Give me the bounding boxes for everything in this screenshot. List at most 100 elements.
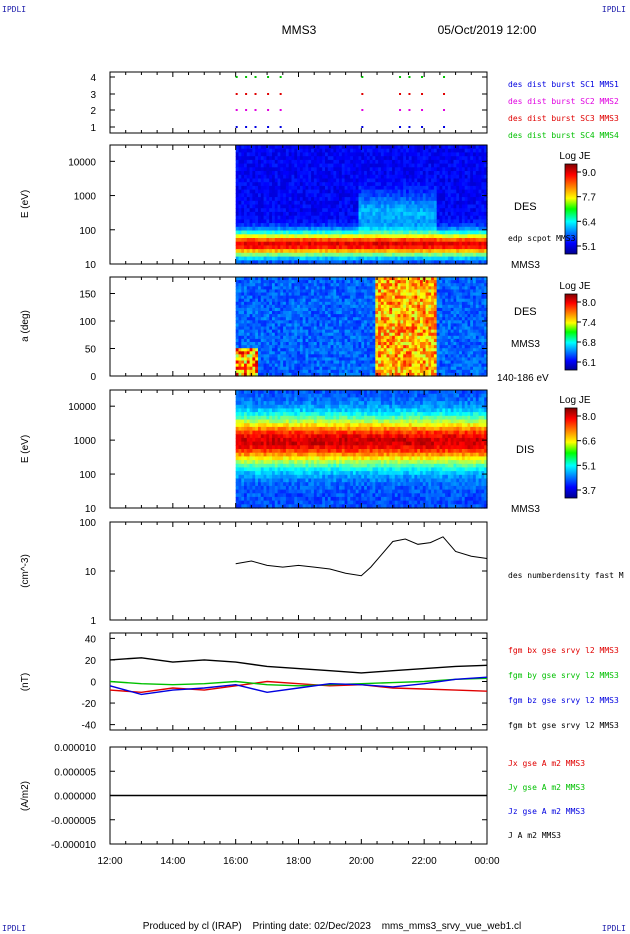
spectrogram-cell: [285, 256, 290, 261]
spectrogram-cell: [299, 342, 304, 346]
spectrogram-cell: [400, 338, 404, 343]
spectrogram-cell: [308, 256, 312, 261]
spectrogram-cell: [358, 286, 362, 290]
spectrogram-cell: [470, 219, 474, 224]
spectrogram-cell: [291, 357, 295, 362]
spectrogram-cell: [266, 369, 270, 374]
spectrogram-cell: [266, 211, 270, 217]
spectrogram-cell: [299, 277, 304, 281]
spectrogram-cell: [361, 338, 365, 343]
spectrogram-cell: [274, 283, 279, 287]
spectrogram-cell: [369, 200, 374, 206]
spectrogram-cell: [475, 148, 480, 153]
spectrogram-cell: [308, 311, 312, 315]
spectrogram-cell: [280, 185, 284, 191]
spectrogram-cell: [339, 241, 343, 246]
spectrogram-cell: [375, 211, 379, 217]
spectrogram-cell: [302, 369, 307, 374]
spectrogram-cell: [411, 185, 415, 191]
spectrogram-cell: [439, 148, 443, 153]
spectrogram-cell: [350, 354, 354, 358]
spectrogram-cell: [355, 345, 360, 349]
spectrogram-cell: [294, 354, 298, 358]
spectrogram-cell: [436, 152, 441, 157]
spectrogram-cell: [456, 226, 460, 232]
spectrogram-cell: [339, 360, 343, 365]
spectrogram-cell: [266, 208, 270, 213]
spectrogram-cell: [414, 226, 418, 232]
spectrogram-cell: [299, 360, 304, 365]
spectrogram-cell: [400, 314, 404, 318]
spectrogram-cell: [255, 156, 259, 161]
spectrogram-cell: [302, 234, 307, 239]
spectrogram-cell: [344, 182, 348, 187]
spectrogram-cell: [358, 326, 362, 331]
spectrogram-cell: [294, 286, 298, 290]
spectrogram-cell: [305, 292, 309, 297]
spectrogram-cell: [305, 283, 309, 287]
spectrogram-cell: [330, 335, 334, 340]
spectrogram-cell: [392, 329, 396, 334]
spectrogram-cell: [269, 197, 273, 202]
spectrogram-cell: [305, 298, 309, 303]
spectrogram-cell: [411, 178, 415, 183]
spectrogram-cell: [297, 185, 301, 191]
spectrogram-cell: [252, 329, 256, 334]
spectrogram-cell: [389, 348, 393, 352]
spectrogram-cell: [327, 256, 332, 261]
spectrogram-cell: [322, 215, 326, 220]
spectrogram-cell: [244, 283, 248, 287]
spectrogram-cell: [375, 230, 379, 235]
spectrogram-cell: [238, 249, 242, 254]
spectrogram-cell: [288, 332, 293, 337]
spectrogram-cell: [330, 167, 334, 172]
spectrogram-cell: [361, 314, 365, 318]
spectrogram-cell: [392, 167, 396, 172]
spectrogram-cell: [241, 307, 245, 312]
spectrogram-cell: [308, 357, 312, 362]
spectrogram-cell: [330, 292, 334, 297]
spectrogram-cell: [347, 167, 351, 172]
spectrogram-cell: [428, 230, 432, 235]
spectrogram-cell: [327, 245, 332, 250]
spectrogram-cell: [425, 189, 429, 194]
spectrogram-cell: [464, 238, 469, 243]
spectrogram-cell: [277, 357, 281, 362]
spectrogram-cell: [246, 295, 251, 300]
spectrogram-cell: [285, 360, 290, 365]
spectrogram-cell: [263, 280, 267, 284]
spectrogram-cell: [420, 145, 424, 150]
spectrogram-cell: [375, 252, 379, 258]
spectrogram-cell: [344, 326, 348, 331]
spectrogram-cell: [378, 338, 382, 343]
spectrogram-cell: [361, 167, 365, 172]
spectrogram-cell: [478, 249, 482, 254]
spectrogram-cell: [241, 283, 245, 287]
spectrogram-cell: [464, 234, 469, 239]
spectrogram-cell: [355, 369, 360, 374]
spectrogram-cell: [372, 323, 376, 328]
spectrogram-cell: [353, 197, 357, 202]
spectrogram-cell: [299, 245, 304, 250]
spectrogram-cell: [417, 163, 421, 168]
burst-mark: [279, 126, 282, 128]
spectrogram-cell: [344, 311, 348, 315]
spectrogram-cell: [322, 357, 326, 362]
spectrogram-cell: [313, 292, 318, 297]
spectrogram-cell: [439, 238, 443, 243]
spectrogram-cell: [299, 311, 304, 315]
spectrogram-cell: [336, 338, 340, 343]
spectrogram-cell: [316, 369, 321, 374]
spectrogram-cell: [397, 260, 401, 265]
spectrogram-cell: [453, 148, 457, 153]
spectrogram-cell: [238, 307, 242, 312]
spectrogram-cell: [397, 314, 401, 318]
spectrogram-cell: [339, 234, 343, 239]
spectrogram-cell: [341, 226, 346, 232]
spectrogram-cell: [313, 357, 318, 362]
spectrogram-cell: [327, 326, 332, 331]
spectrogram-cell: [235, 366, 240, 371]
spectrogram-cell: [285, 230, 290, 235]
spectrogram-cell: [235, 159, 240, 165]
spectrogram-cell: [249, 351, 253, 355]
